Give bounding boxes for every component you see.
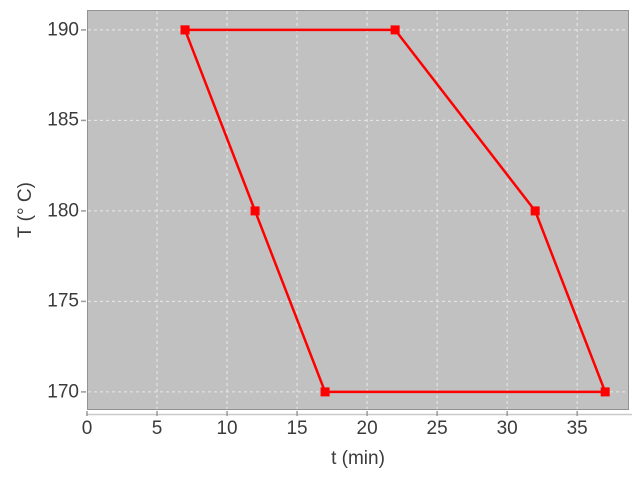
x-tick-label: 35 (566, 418, 588, 439)
data-point-marker (530, 206, 540, 216)
y-axis-label: T (° C) (15, 182, 36, 238)
plot-area (87, 10, 629, 410)
y-tick-label: 185 (47, 109, 79, 131)
data-point-marker (180, 25, 190, 35)
x-tick-label: 5 (151, 418, 163, 439)
x-tick-label: 25 (426, 418, 448, 439)
x-tick-label: 10 (216, 418, 238, 439)
x-tick-label: 15 (286, 418, 308, 439)
y-tick-label: 180 (47, 200, 79, 222)
x-tick-label: 20 (356, 418, 378, 439)
x-axis-label: t (min) (331, 448, 385, 469)
y-tick-label: 175 (47, 290, 79, 312)
x-tick-label: 0 (81, 418, 93, 439)
y-tick-label: 170 (47, 381, 79, 403)
y-tick-label: 190 (47, 19, 79, 41)
data-point-marker (390, 25, 400, 35)
x-tick-label: 30 (496, 418, 518, 439)
data-point-marker (250, 206, 260, 216)
data-point-marker (600, 387, 610, 397)
data-point-marker (320, 387, 330, 397)
